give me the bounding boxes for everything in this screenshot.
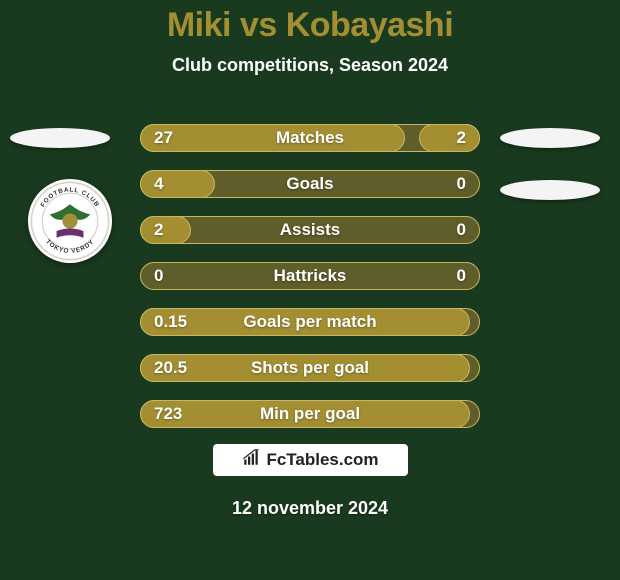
stat-row: 272Matches xyxy=(140,124,480,152)
stat-label: Shots per goal xyxy=(140,358,480,378)
bars-icon xyxy=(242,449,260,467)
stat-label: Hattricks xyxy=(140,266,480,286)
stat-row: 0.15Goals per match xyxy=(140,308,480,336)
stat-row: 723Min per goal xyxy=(140,400,480,428)
team-right-oval-2 xyxy=(500,180,600,200)
brand-text: FcTables.com xyxy=(266,450,378,470)
stat-label: Matches xyxy=(140,128,480,148)
stat-label: Min per goal xyxy=(140,404,480,424)
crest-icon: FOOTBALL CLUB TOKYO VERDY xyxy=(28,179,112,263)
stat-row: 20Assists xyxy=(140,216,480,244)
stat-label: Goals per match xyxy=(140,312,480,332)
subtitle: Club competitions, Season 2024 xyxy=(0,55,620,76)
stat-row: 40Goals xyxy=(140,170,480,198)
footer-date: 12 november 2024 xyxy=(0,498,620,519)
page-title: Miki vs Kobayashi xyxy=(0,0,620,45)
stat-row: 20.5Shots per goal xyxy=(140,354,480,382)
stat-label: Goals xyxy=(140,174,480,194)
team-left-oval xyxy=(10,128,110,148)
team-right-oval-1 xyxy=(500,128,600,148)
stat-label: Assists xyxy=(140,220,480,240)
comparison-card: Miki vs Kobayashi Club competitions, Sea… xyxy=(0,0,620,580)
team-left-crest: FOOTBALL CLUB TOKYO VERDY xyxy=(28,179,112,263)
brand-box: FcTables.com xyxy=(213,444,408,476)
bars-icon xyxy=(242,449,260,472)
stat-row: 00Hattricks xyxy=(140,262,480,290)
